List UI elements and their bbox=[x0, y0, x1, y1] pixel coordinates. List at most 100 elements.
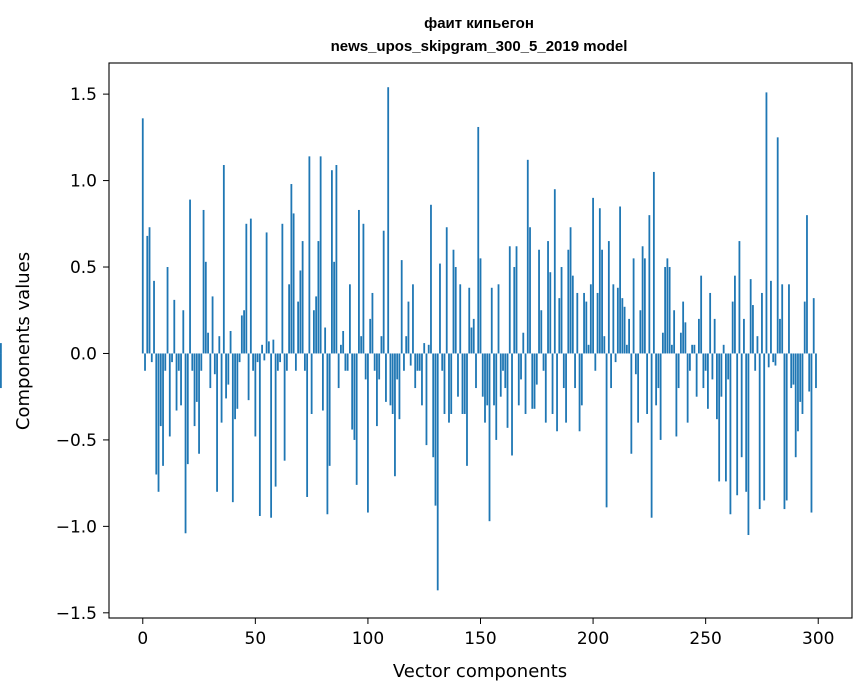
bar-component-56 bbox=[267, 341, 270, 354]
bar-component-19 bbox=[184, 353, 187, 534]
bar-component-224 bbox=[646, 353, 649, 414]
bar-component-137 bbox=[450, 353, 453, 414]
bar-component-16 bbox=[177, 353, 180, 371]
bar-component-157 bbox=[495, 353, 498, 440]
bar-component-274 bbox=[758, 353, 761, 510]
bar-component-286 bbox=[785, 353, 788, 501]
bar-component-54 bbox=[263, 353, 266, 361]
bar-component-227 bbox=[652, 171, 655, 354]
bar-component-115 bbox=[400, 260, 403, 354]
bar-component-17 bbox=[180, 353, 182, 406]
bar-component-119 bbox=[409, 353, 412, 366]
bar-component-3 bbox=[148, 227, 151, 354]
bar-component-260 bbox=[727, 353, 730, 380]
bar-component-51 bbox=[256, 353, 259, 363]
bar-component-261 bbox=[729, 353, 732, 515]
bar-component-218 bbox=[632, 258, 635, 354]
x-tick-label: 100 bbox=[352, 629, 384, 649]
bar-component-187 bbox=[562, 353, 565, 389]
bar-component-168 bbox=[520, 353, 522, 380]
bar-component-169 bbox=[522, 332, 525, 354]
bar-component-90 bbox=[344, 353, 347, 371]
bar-component-21 bbox=[189, 199, 191, 354]
bar-component-41 bbox=[234, 353, 236, 420]
bar-component-161 bbox=[504, 353, 507, 389]
y-tick-label: 0.0 bbox=[70, 344, 97, 364]
bar-component-268 bbox=[745, 353, 748, 492]
bars-group bbox=[0, 87, 817, 591]
bar-component-213 bbox=[621, 298, 624, 354]
bar-component-229 bbox=[657, 353, 660, 389]
bar-component-271 bbox=[752, 305, 754, 354]
bar-component-45 bbox=[243, 310, 245, 354]
bar-component-116 bbox=[403, 353, 405, 371]
bar-component-undefined bbox=[0, 343, 2, 354]
bar-component-76 bbox=[312, 310, 315, 354]
bar-component-212 bbox=[619, 206, 621, 354]
bar-component-134 bbox=[443, 353, 446, 414]
bar-component-127 bbox=[427, 344, 430, 354]
bar-component-112 bbox=[394, 353, 396, 477]
bar-component-123 bbox=[418, 353, 421, 371]
bar-component-299 bbox=[815, 353, 817, 389]
bar-component-199 bbox=[589, 284, 592, 354]
bar-component-281 bbox=[774, 353, 777, 366]
chart-subtitle: news_upos_skipgram_300_5_2019 model bbox=[331, 38, 628, 55]
bar-component-148 bbox=[475, 353, 477, 389]
bar-component-60 bbox=[276, 353, 279, 371]
bar-component-1 bbox=[144, 353, 146, 371]
bar-component-141 bbox=[459, 284, 462, 354]
bar-component-241 bbox=[684, 322, 687, 354]
bar-component-232 bbox=[664, 267, 667, 354]
bar-component-275 bbox=[761, 292, 763, 354]
bar-component-0 bbox=[141, 118, 144, 354]
bar-component-238 bbox=[677, 353, 680, 389]
bar-component-259 bbox=[725, 353, 727, 482]
bar-component-48 bbox=[249, 218, 252, 354]
bar-component-125 bbox=[423, 343, 426, 354]
bar-component-108 bbox=[385, 353, 387, 402]
y-tick-label: 1.5 bbox=[70, 85, 97, 105]
bar-component-64 bbox=[285, 353, 288, 371]
bar-component-186 bbox=[560, 267, 563, 354]
bar-component-191 bbox=[571, 275, 574, 354]
bar-component-124 bbox=[421, 353, 423, 406]
bar-component-255 bbox=[716, 353, 718, 420]
bar-component-72 bbox=[303, 353, 306, 371]
bar-component-5 bbox=[153, 280, 155, 354]
bar-component-175 bbox=[535, 353, 538, 385]
bar-component-290 bbox=[794, 353, 797, 458]
bar-component-178 bbox=[542, 353, 545, 371]
bar-component-40 bbox=[231, 353, 234, 503]
bar-component-35 bbox=[220, 353, 223, 423]
bar-component-140 bbox=[457, 353, 459, 397]
bar-component-6 bbox=[155, 353, 158, 475]
bar-component-237 bbox=[675, 353, 678, 437]
bar-component-62 bbox=[281, 223, 284, 354]
bar-component-174 bbox=[533, 353, 536, 409]
bar-component-57 bbox=[270, 353, 273, 518]
bar-component-165 bbox=[513, 267, 516, 354]
bar-component-4 bbox=[150, 353, 153, 363]
bar-component-75 bbox=[310, 353, 313, 414]
bar-component-156 bbox=[493, 353, 495, 406]
bar-component-251 bbox=[707, 353, 709, 409]
bar-component-34 bbox=[218, 336, 221, 354]
bar-component-151 bbox=[481, 353, 484, 397]
bar-component-198 bbox=[587, 344, 590, 354]
bar-component-117 bbox=[405, 336, 408, 354]
bar-component-220 bbox=[637, 353, 640, 423]
bar-component-243 bbox=[688, 353, 691, 371]
bar-component-244 bbox=[691, 344, 694, 354]
bar-component-114 bbox=[398, 353, 401, 420]
bar-component-233 bbox=[666, 258, 669, 354]
bar-component-253 bbox=[711, 353, 714, 380]
bar-component-190 bbox=[569, 227, 572, 354]
bar-component-143 bbox=[463, 353, 466, 414]
bar-component-82 bbox=[326, 353, 329, 515]
bar-component-147 bbox=[472, 318, 475, 354]
bar-component-236 bbox=[673, 310, 676, 354]
bar-component-270 bbox=[749, 279, 752, 354]
bar-component-249 bbox=[702, 353, 705, 389]
bar-component-192 bbox=[574, 353, 576, 389]
